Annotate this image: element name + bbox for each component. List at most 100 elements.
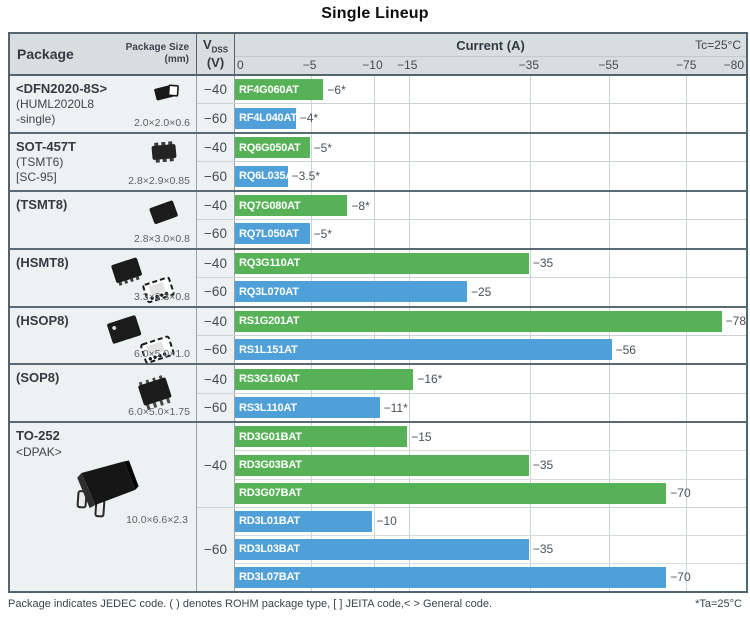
- part-number-label: RS3L110AT: [239, 401, 297, 414]
- current-value-label: −10: [376, 514, 397, 529]
- voltage-section: −60 RQ3L070AT −25: [197, 278, 746, 306]
- package-cell-to-252: TO-252 <DPAK> 10.0×6.6×2.3: [10, 423, 197, 592]
- part-number-label: RD3L07BAT: [239, 571, 300, 584]
- current-value-label: −15: [411, 429, 432, 444]
- bar-rows: RF4G060AT −6*: [235, 76, 746, 103]
- tsmt8-package-image: [140, 196, 186, 233]
- bar-row: RS1G201AT −78: [235, 308, 746, 335]
- current-bar-RQ7G080AT: RQ7G080AT: [235, 195, 348, 216]
- current-bar-RQ6L035AT: RQ6L035AT: [235, 165, 299, 187]
- voltage-section: −60 RS1L151AT −56: [197, 336, 746, 364]
- current-value-label: −6*: [327, 82, 346, 97]
- package-cell-tsmt8: (TSMT8) 2.8×3.0×0.8: [10, 191, 197, 248]
- current-bar-RF4G060AT: RF4G060AT: [235, 79, 324, 101]
- vdss-value: −60: [197, 507, 235, 592]
- bar-rows: RQ3G110AT −35: [235, 250, 746, 277]
- current-bar-RS3G160AT: RS3G160AT: [235, 368, 414, 390]
- bar-row: RD3L07BAT −70: [235, 564, 746, 591]
- part-number-label: RQ7L050AT: [239, 227, 299, 240]
- current-bar-RD3L01BAT: RD3L01BAT: [235, 510, 373, 532]
- package-size-header-label: Package Size (mm): [125, 41, 189, 66]
- bar-rows: RQ7G080AT −8*: [235, 192, 746, 219]
- vdss-value: −60: [197, 393, 235, 422]
- voltage-section: −60 RF4L040AT −4*: [197, 104, 746, 132]
- hsmt8-package-image: [106, 254, 186, 311]
- hsop8-package-image: [102, 312, 186, 371]
- voltage-section: −40 RQ7G080AT −8*: [197, 191, 746, 221]
- part-number-label: RD3G01BAT: [239, 430, 302, 443]
- package-name-line: (TSMT8): [16, 196, 68, 212]
- to-252-package-image: [55, 453, 151, 534]
- sot-457t-package-image: [142, 138, 186, 171]
- current-axis-title: Current (A): [456, 37, 525, 53]
- current-bar-RD3G07BAT: RD3G07BAT: [235, 482, 667, 504]
- vdss-value: −60: [197, 162, 235, 190]
- bar-row: RS3G160AT −16*: [235, 365, 746, 392]
- package-name-line: -single): [16, 112, 56, 127]
- voltage-section: −60 RS3L110AT −11*: [197, 393, 746, 422]
- current-value-label: −56: [615, 342, 636, 357]
- bar-rows: RQ7L050AT −5*: [235, 220, 746, 247]
- package-name: <DFN2020-8S> (HUML2020L8 -single): [16, 81, 190, 127]
- axis-tick-label: −5: [302, 58, 317, 72]
- vdss-value: −40: [197, 307, 235, 336]
- vdss-value: −60: [197, 220, 235, 248]
- voltage-sections: −40 RQ3G110AT −35 −60 RQ3L070AT −25: [197, 249, 746, 306]
- current-bar-RQ3G110AT: RQ3G110AT: [235, 252, 529, 274]
- axis-tick-label: −80: [723, 58, 744, 72]
- part-number-label: RQ6G050AT: [239, 141, 301, 154]
- package-header-label: Package: [17, 46, 74, 62]
- part-number-label: RQ7G080AT: [239, 199, 301, 212]
- package-row-hsmt8: (HSMT8) 3.3×3.3×0.8 −40 RQ3G110AT −35 −60 RQ3L…: [10, 249, 746, 308]
- bar-rows: RD3G01BAT −15 RD3G03BAT −35 RD3G07BAT −70: [235, 423, 746, 506]
- package-cell-hsmt8: (HSMT8) 3.3×3.3×0.8: [10, 249, 197, 306]
- bar-rows: RQ6L035AT −3.5*: [235, 162, 746, 189]
- voltage-sections: −40 RS3G160AT −16* −60 RS3L110AT −11*: [197, 365, 746, 422]
- package-size: 6.0×5.0×1.0: [133, 348, 190, 361]
- current-value-label: −70: [670, 570, 691, 585]
- bar-row: RS1L151AT −56: [235, 336, 746, 363]
- package-cell-sop8: (SOP8) 6.0×5.0×1.75: [10, 365, 197, 422]
- package-cell-hsop8: (HSOP8) 6.0×5.0×1.0: [10, 307, 197, 364]
- vdss-value: −60: [197, 104, 235, 132]
- current-bar-RS3L110AT: RS3L110AT: [235, 397, 380, 419]
- current-bar-RQ7L050AT: RQ7L050AT: [235, 223, 310, 245]
- table-body: <DFN2020-8S> (HUML2020L8 -single) 2.0×2.0×…: [10, 76, 746, 592]
- part-number-label: RD3L03BAT: [239, 543, 300, 556]
- voltage-section: −40 RS3G160AT −16*: [197, 365, 746, 394]
- bar-row: RD3L01BAT −10: [235, 508, 746, 536]
- bar-row: RD3G03BAT −35: [235, 451, 746, 480]
- current-bar-RD3G01BAT: RD3G01BAT: [235, 426, 408, 448]
- package-name-line: TO-252: [16, 428, 60, 444]
- package-name: (HSOP8): [16, 313, 190, 329]
- page-title: Single Lineup: [321, 5, 429, 22]
- current-bar-RD3G03BAT: RD3G03BAT: [235, 454, 529, 476]
- bar-rows: RF4L040AT −4*: [235, 104, 746, 131]
- package-name-line: (HSOP8): [16, 312, 69, 328]
- package-name: (HSMT8): [16, 255, 190, 271]
- current-bar-RD3L07BAT: RD3L07BAT: [235, 566, 667, 588]
- bar-row: RQ3G110AT −35: [235, 250, 746, 277]
- current-value-label: −5*: [313, 226, 332, 241]
- part-number-label: RD3L01BAT: [239, 515, 300, 528]
- table-header: Package Package Size (mm) VDSS (V) Curre…: [10, 34, 746, 76]
- package-name-line: SOT-457T: [16, 138, 76, 154]
- bar-rows: RD3L01BAT −10 RD3L03BAT −35 RD3L07BAT −70: [235, 508, 746, 591]
- sop8-package-image: [130, 369, 186, 416]
- package-cell-sot-457t: SOT-457T (TSMT6) [SC-95] 2.8×2.9×0.85: [10, 133, 197, 190]
- bar-row: RQ7G080AT −8*: [235, 192, 746, 219]
- package-name-line: [SC-95]: [16, 170, 57, 185]
- bar-row: RD3G07BAT −70: [235, 480, 746, 507]
- part-number-label: RD3G07BAT: [239, 487, 302, 500]
- bar-row: RF4G060AT −6*: [235, 76, 746, 103]
- current-bar-RQ6G050AT: RQ6G050AT: [235, 137, 310, 159]
- package-code-note: Package indicates JEDEC code. ( ) denote…: [8, 598, 493, 610]
- current-bar-RS1L151AT: RS1L151AT: [235, 339, 612, 361]
- bar-rows: RS3L110AT −11*: [235, 394, 746, 421]
- voltage-section: −40 RQ3G110AT −35: [197, 249, 746, 279]
- current-value-label: −4*: [299, 111, 319, 126]
- package-size: 2.8×2.9×0.85: [128, 174, 190, 187]
- axis-tick-label: −55: [598, 58, 619, 72]
- package-size: 2.8×3.0×0.8: [133, 232, 190, 245]
- bar-rows: RS1L151AT −56: [235, 336, 746, 363]
